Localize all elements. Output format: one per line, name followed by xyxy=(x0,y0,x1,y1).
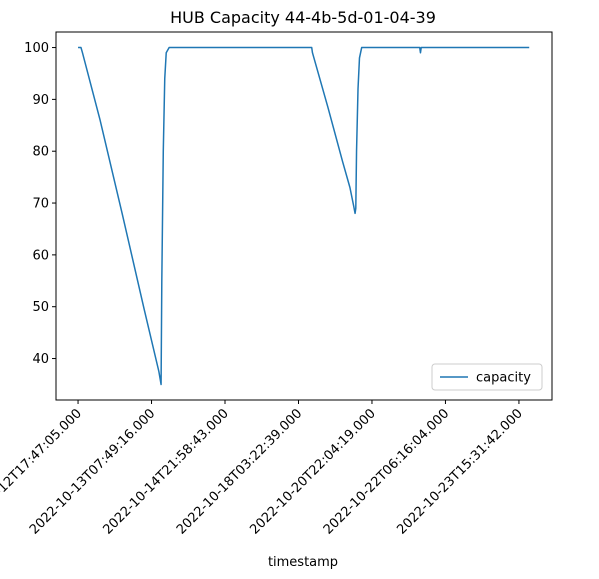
y-axis: 40 50 60 70 80 90 100 xyxy=(24,41,56,367)
plot-area xyxy=(78,46,530,386)
x-tick-label: 2022-10-13T07:49:16.000 xyxy=(27,406,158,537)
x-tick-label: 2022-10-22T06:16:04.000 xyxy=(321,406,452,537)
x-axis-label: timestamp xyxy=(268,555,338,570)
x-axis: 2022-10-12T17:47:05.0002022-10-13T07:49:… xyxy=(0,400,526,538)
legend-box xyxy=(431,363,543,391)
x-tick-label: 2022-10-18T03:22:39.000 xyxy=(174,406,305,537)
legend: capacity xyxy=(431,363,543,391)
x-tick-label: 2022-10-23T15:31:42.000 xyxy=(394,406,525,537)
legend-label: capacity xyxy=(476,371,531,386)
y-tick-label: 80 xyxy=(32,145,49,160)
y-tick-label: 100 xyxy=(24,41,49,56)
y-tick-label: 90 xyxy=(32,93,49,108)
x-tick-label: 2022-10-20T22:04:19.000 xyxy=(247,406,378,537)
chart-title: HUB Capacity 44-4b-5d-01-04-39 xyxy=(170,8,436,27)
y-tick-label: 50 xyxy=(32,300,49,315)
y-tick-label: 70 xyxy=(32,197,49,212)
plot-frame xyxy=(55,31,553,401)
series-line-capacity xyxy=(78,46,530,386)
y-tick-label: 40 xyxy=(32,352,49,367)
y-tick-label: 60 xyxy=(32,248,49,263)
x-tick-label: 2022-10-14T21:58:43.000 xyxy=(100,406,231,537)
